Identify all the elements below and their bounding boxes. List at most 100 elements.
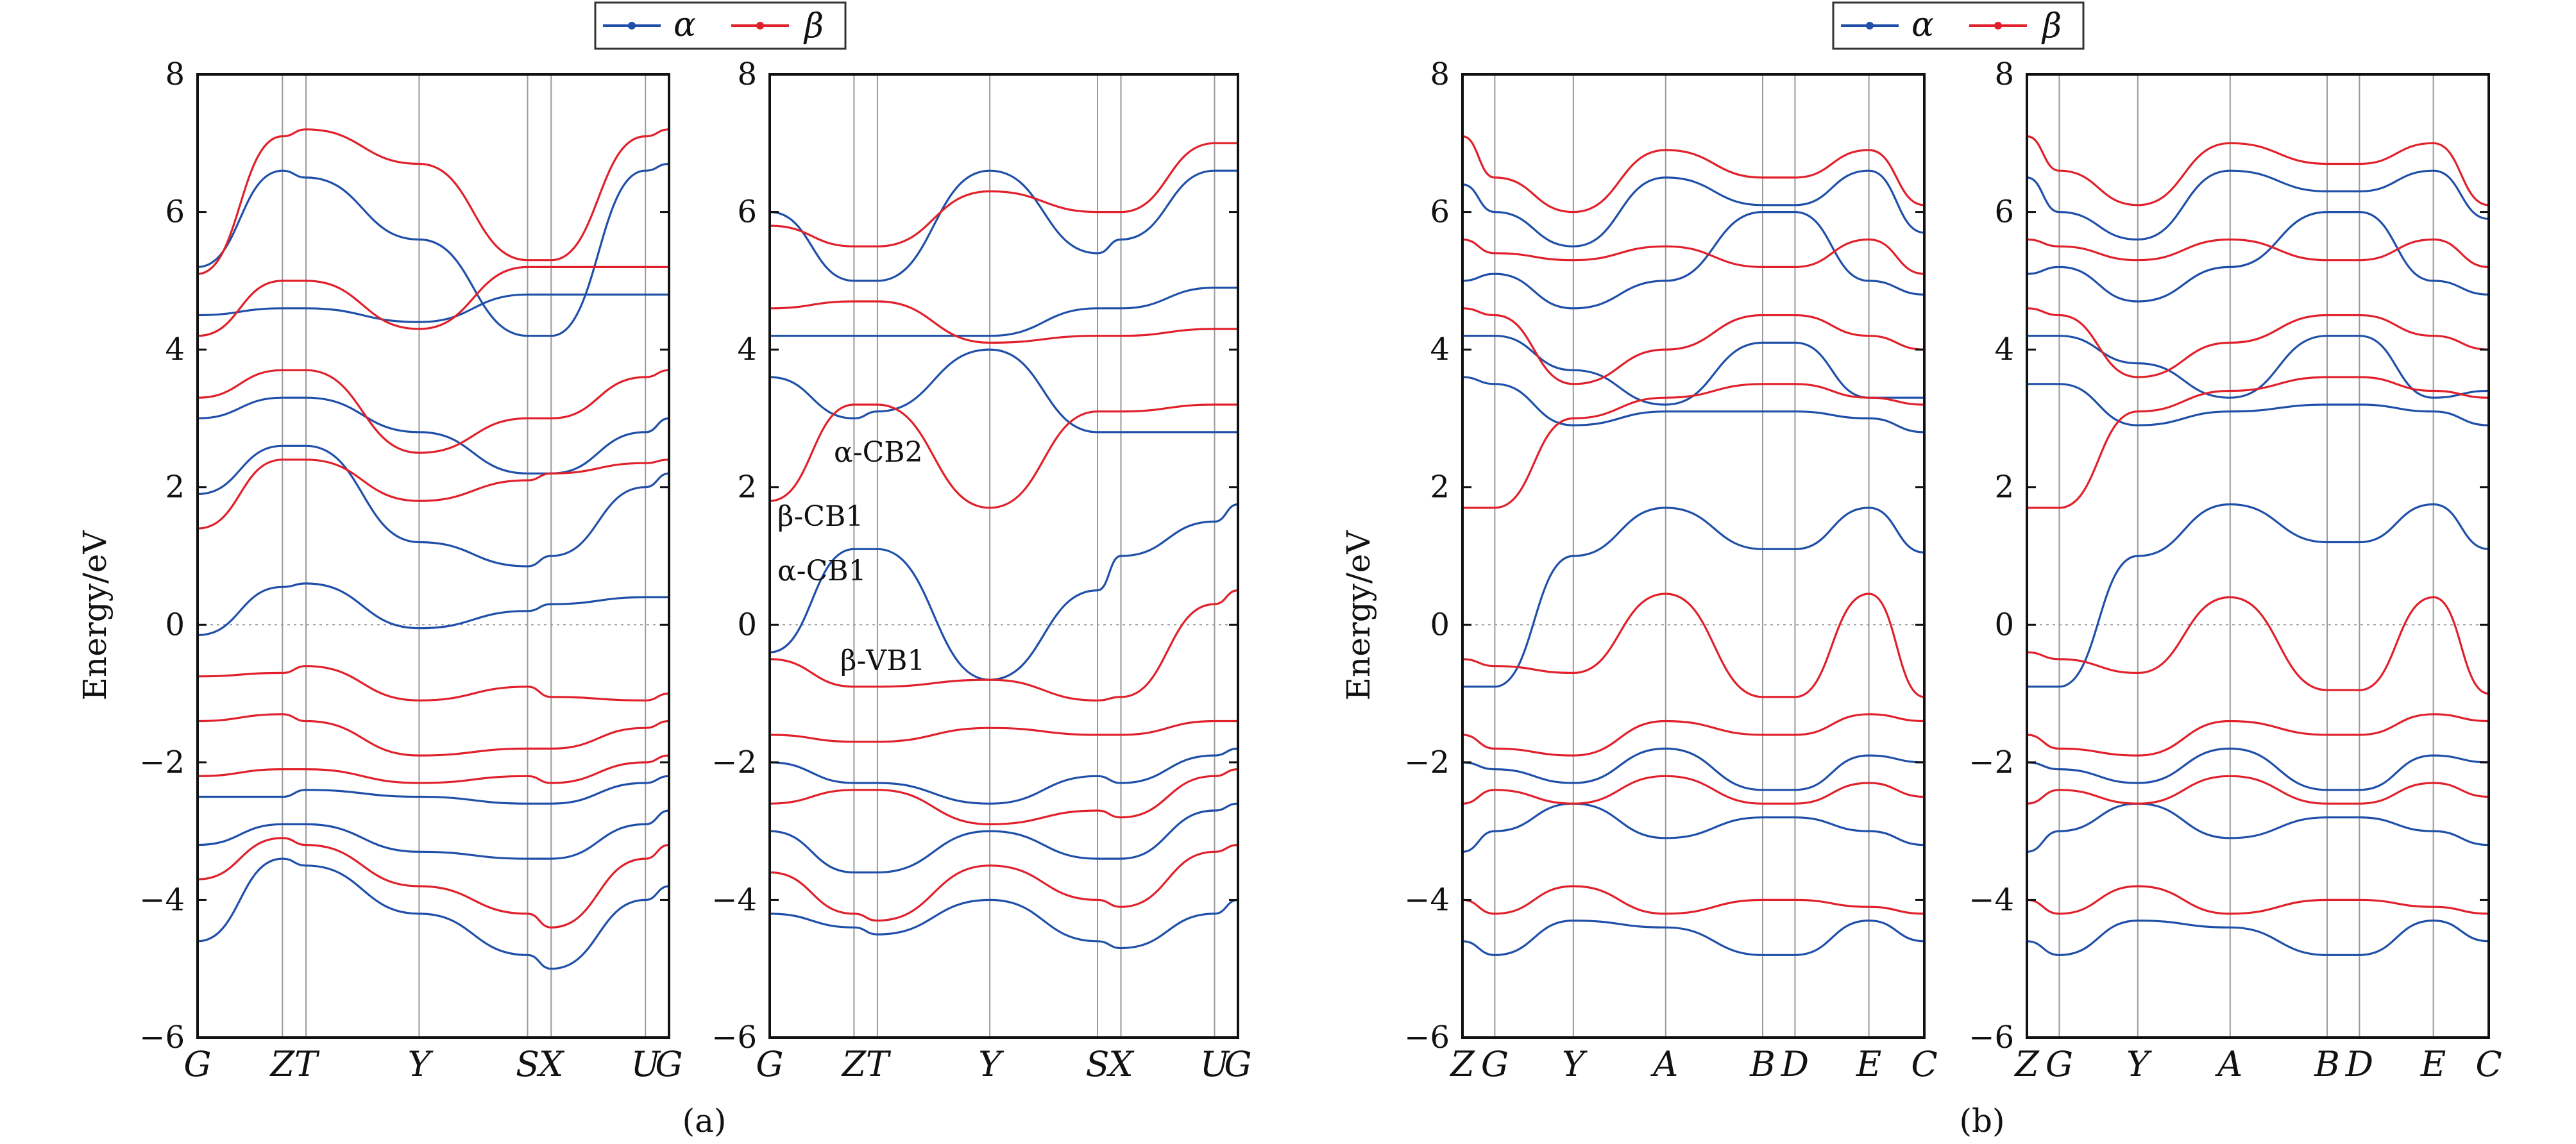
- legend-b-alpha-marker: [1866, 22, 1874, 29]
- y-tick-label: 4: [1430, 332, 1450, 367]
- beta-band-line: [2027, 135, 2489, 206]
- y-tick-label: 2: [737, 469, 757, 505]
- alpha-band-line: [770, 503, 1238, 681]
- annotation-beta-cb1: β-CB1: [777, 500, 863, 533]
- legend-b-beta-label: β: [2041, 7, 2062, 46]
- y-axis-title-b: Energy/eV: [1340, 530, 1377, 701]
- beta-band-line: [198, 837, 669, 929]
- panel-frame: [768, 73, 1239, 1039]
- beta-band-line: [2027, 376, 2489, 509]
- x-tick-label: X: [1106, 1044, 1135, 1084]
- x-tick-label: E: [1856, 1044, 1881, 1084]
- beta-band-line: [770, 300, 1238, 344]
- legend-a-beta-label: β: [803, 7, 824, 46]
- panel-frame: [2026, 73, 2490, 1039]
- legend-a-beta-marker: [756, 22, 764, 29]
- annotation-alpha-cb2: α-CB2: [834, 436, 923, 469]
- y-tick-label: 0: [165, 607, 185, 643]
- beta-band-line: [770, 768, 1238, 826]
- panel-frame: [196, 73, 670, 1039]
- beta-band-line: [1462, 885, 1924, 915]
- legend-a: α β: [594, 1, 847, 50]
- x-tick-label: Z: [1449, 1044, 1475, 1084]
- panel-b-left: −6 −4 −2 0 2 4 6 8 Z G Y A B D E C: [1404, 56, 1937, 1084]
- x-tick-label: G: [2046, 1044, 2073, 1084]
- alpha-band-line: [2027, 503, 2489, 688]
- beta-band-line: [1462, 713, 1924, 757]
- annotation-alpha-cb1: α-CB1: [777, 555, 867, 587]
- alpha-band-line: [198, 775, 669, 805]
- alpha-band-line: [198, 857, 669, 970]
- y-tick-label: 2: [165, 469, 185, 505]
- alpha-band-line: [1462, 919, 1924, 956]
- y-tick-label: 4: [1994, 332, 2014, 367]
- y-tick-label: −6: [1404, 1020, 1450, 1056]
- y-tick-label: −4: [1969, 882, 2014, 918]
- beta-band-line: [1462, 383, 1924, 509]
- alpha-band-line: [1462, 169, 1924, 248]
- x-tick-label: Z: [2013, 1044, 2040, 1084]
- alpha-band-line: [1462, 507, 1924, 688]
- y-tick-label: 6: [1430, 194, 1450, 230]
- beta-band-line: [198, 128, 669, 275]
- x-tick-label: Y: [408, 1044, 434, 1084]
- legend-a-alpha-label: α: [674, 6, 696, 44]
- x-tick-label: T: [294, 1044, 320, 1084]
- beta-band-line: [770, 844, 1238, 922]
- alpha-band-line: [1462, 211, 1924, 310]
- alpha-band-line: [2027, 919, 2489, 956]
- beta-band-line: [198, 458, 669, 530]
- y-tick-label: −6: [711, 1020, 757, 1056]
- x-tick-label: U: [631, 1044, 661, 1084]
- bands-group: [770, 142, 1238, 950]
- legend-a-alpha-marker: [628, 22, 636, 29]
- beta-band-line: [2027, 307, 2489, 378]
- x-tick-label: A: [1650, 1044, 1678, 1084]
- y-tick-label: 0: [737, 607, 757, 643]
- beta-band-line: [2027, 713, 2489, 757]
- beta-band-line: [2027, 238, 2489, 268]
- beta-band-line: [198, 369, 669, 454]
- alpha-band-line: [198, 444, 669, 568]
- beta-band-line: [770, 719, 1238, 743]
- beta-band-line: [198, 665, 669, 702]
- y-tick-label: 2: [1430, 469, 1450, 505]
- alpha-band-line: [770, 287, 1238, 337]
- x-tick-label: C: [2475, 1044, 2502, 1084]
- alpha-band-line: [198, 582, 669, 636]
- y-tick-label: 6: [165, 194, 185, 230]
- beta-band-line: [1462, 135, 1924, 214]
- x-tick-label: D: [2345, 1044, 2373, 1084]
- beta-band-line: [198, 265, 669, 337]
- alpha-band-line: [2027, 747, 2489, 791]
- legend-b-beta-marker: [1994, 22, 2002, 29]
- x-tick-label: C: [1911, 1044, 1937, 1084]
- beta-band-line: [1462, 307, 1924, 385]
- alpha-band-line: [198, 809, 669, 860]
- y-tick-label: 8: [1994, 56, 2014, 92]
- y-tick-label: −4: [139, 882, 185, 918]
- alpha-band-line: [2027, 169, 2489, 241]
- beta-band-line: [770, 403, 1238, 509]
- panel-frame: [1461, 73, 1926, 1039]
- y-tick-label: −4: [1404, 882, 1450, 918]
- beta-band-line: [1462, 593, 1924, 698]
- x-tick-label: G: [655, 1044, 682, 1084]
- alpha-band-line: [1462, 376, 1924, 433]
- beta-band-line: [2027, 596, 2489, 695]
- y-tick-label: −6: [139, 1020, 185, 1056]
- alpha-band-line: [1462, 335, 1924, 406]
- panel-b-right: −6 −4 −2 0 2 4 6 8 Z G Y A B D E C: [1969, 56, 2502, 1084]
- alpha-band-line: [2027, 802, 2489, 853]
- y-tick-label: 8: [1430, 56, 1450, 92]
- y-tick-label: 8: [165, 56, 185, 92]
- y-tick-label: −6: [1969, 1020, 2014, 1056]
- y-tick-label: −4: [711, 882, 757, 918]
- x-tick-label: T: [866, 1044, 892, 1084]
- y-tick-label: 8: [737, 56, 757, 92]
- x-tick-label: G: [1481, 1044, 1509, 1084]
